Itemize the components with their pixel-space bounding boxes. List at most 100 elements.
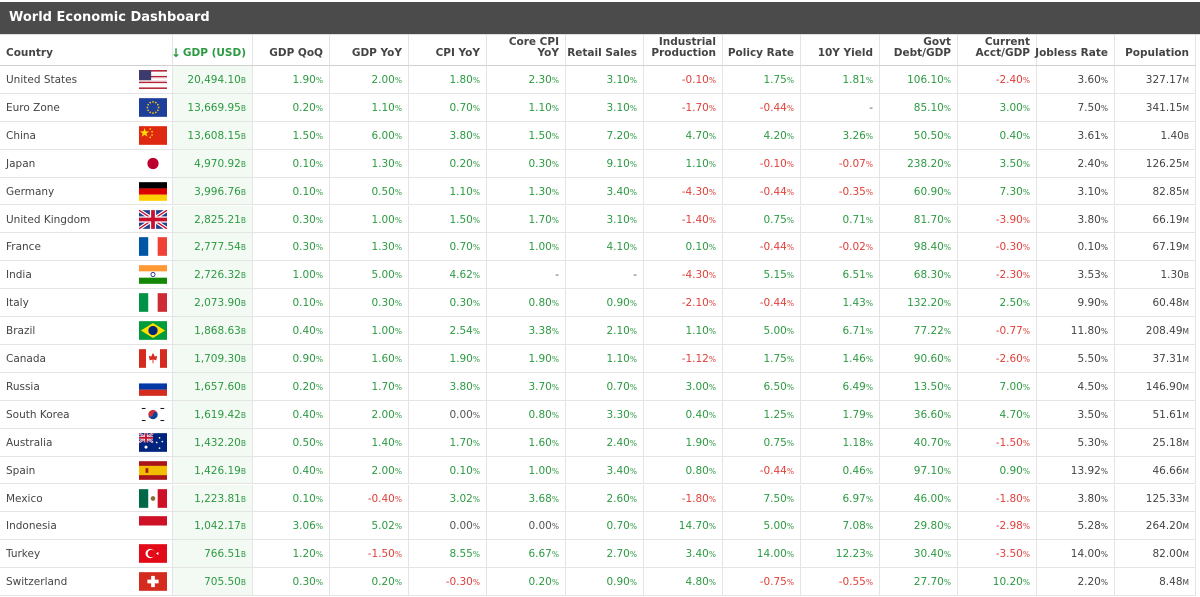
unit-suffix: % (865, 76, 873, 85)
unit-suffix: % (1022, 494, 1030, 504)
cell-value: 0.70% (449, 101, 480, 114)
cell-value: 29.80% (913, 520, 951, 533)
value-cell: 6.49% (801, 372, 880, 401)
value-cell: -0.07% (801, 149, 880, 178)
column-header: Industrial Production (644, 35, 723, 66)
cell-value: 0.70% (606, 380, 637, 393)
value-cell: - (487, 261, 566, 290)
cell-value: 1.50% (449, 213, 480, 226)
unit-suffix: % (786, 271, 794, 281)
unit-suffix: % (865, 131, 873, 141)
flag-part (139, 383, 167, 390)
cell-value: 0.20% (292, 380, 323, 393)
value-cell: 4.62% (409, 261, 487, 290)
cell-value: -1.80% (681, 492, 716, 505)
unit-suffix: % (1100, 76, 1108, 85)
unit-suffix: % (315, 466, 323, 476)
country-name: Switzerland (6, 576, 68, 589)
country-cell: Mexico (0, 484, 173, 513)
value-cell: 37.31M (1115, 345, 1196, 373)
cell-value: 0.10% (449, 464, 480, 477)
cell-value: 27.70% (913, 576, 951, 589)
unit-suffix: % (629, 466, 637, 476)
value-cell: 208.49M (1115, 317, 1196, 345)
flag-part (149, 101, 152, 104)
cell-value: 264.20M (1145, 520, 1189, 533)
flag-part (160, 407, 165, 409)
value-cell: 1,042.17B (173, 512, 253, 541)
cell-value: -0.44% (759, 185, 794, 198)
header-line: ↓ GDP (USD) (171, 47, 246, 59)
value-cell: 3.70% (487, 372, 566, 401)
value-cell: 4.50% (1037, 372, 1115, 401)
unit-suffix: % (394, 187, 402, 197)
value-cell: 6.97% (801, 484, 880, 513)
value-cell: 1.25% (723, 400, 801, 429)
cell-value: 25.18M (1152, 436, 1189, 449)
value-cell: 0.30% (330, 289, 409, 318)
unit-suffix: % (1100, 299, 1108, 309)
flag-part (139, 265, 167, 272)
cell-value: 46.00% (913, 492, 951, 505)
cell-value: -2.60% (995, 353, 1030, 365)
cell-value: 1.40% (371, 436, 402, 449)
cell-value: 3.80% (449, 380, 480, 393)
unit-suffix: % (1022, 327, 1030, 337)
flag-part (154, 101, 157, 104)
column-header[interactable]: ↓ GDP (USD) (171, 35, 253, 66)
value-cell: 0.75% (723, 428, 801, 457)
cell-value: 1.79% (842, 408, 873, 421)
unit-suffix: % (1100, 243, 1108, 253)
cell-value: 3.00% (999, 101, 1030, 114)
value-cell: 7.50% (723, 484, 801, 513)
cell-value: 14.00% (1070, 548, 1108, 561)
value-cell: -2.10% (644, 289, 723, 318)
cell-value: 0.90% (999, 464, 1030, 477)
column-header: Retail Sales (566, 35, 644, 66)
flag-part (139, 78, 167, 81)
unit-suffix: B (240, 466, 246, 476)
cell-value: 30.40% (913, 548, 951, 561)
value-cell: 25.18M (1115, 428, 1196, 457)
value-cell: 0.70% (409, 93, 487, 122)
cell-value: 4.80% (685, 576, 716, 589)
cell-value: -1.50% (995, 436, 1030, 449)
value-cell: 3.80% (1037, 484, 1115, 513)
value-cell: 1.30% (330, 149, 409, 178)
unit-suffix: % (1022, 355, 1030, 364)
flag-part (139, 377, 167, 384)
unit-suffix: % (786, 550, 794, 560)
header-text: CPI YoY (435, 47, 480, 59)
value-cell: 2,825.21B (173, 205, 253, 234)
value-cell: 0.20% (487, 568, 566, 597)
value-cell: 0.40% (644, 400, 723, 429)
cell-value: 66.19M (1152, 213, 1189, 226)
cell-value: -4.30% (681, 269, 716, 282)
value-cell: 1.75% (723, 345, 801, 373)
value-cell: -1.50% (330, 540, 409, 569)
cell-value: 5.02% (371, 520, 402, 533)
value-cell: -3.90% (958, 205, 1037, 234)
cell-value: 0.40% (685, 408, 716, 421)
header-text: GDP QoQ (269, 47, 323, 59)
unit-suffix: % (865, 243, 873, 253)
unit-suffix: % (315, 438, 323, 448)
unit-suffix: B (240, 438, 246, 448)
unit-suffix: % (943, 550, 951, 560)
value-cell: 0.80% (487, 289, 566, 318)
flag-part (141, 419, 146, 421)
unit-suffix: % (1022, 410, 1030, 420)
cell-value: 1.25% (763, 408, 794, 421)
unit-suffix: % (943, 103, 951, 113)
cell-value: 0.10% (685, 241, 716, 254)
flag-part (141, 407, 146, 409)
cell-value: -0.55% (838, 576, 873, 589)
country-cell: Brazil (0, 317, 173, 345)
value-cell: 0.00% (487, 512, 566, 541)
value-cell: 1.79% (801, 400, 880, 429)
country-name: France (6, 241, 41, 254)
flag-part (139, 98, 167, 117)
unit-suffix: % (629, 159, 637, 169)
flag (139, 544, 167, 564)
unit-suffix: % (551, 438, 559, 448)
